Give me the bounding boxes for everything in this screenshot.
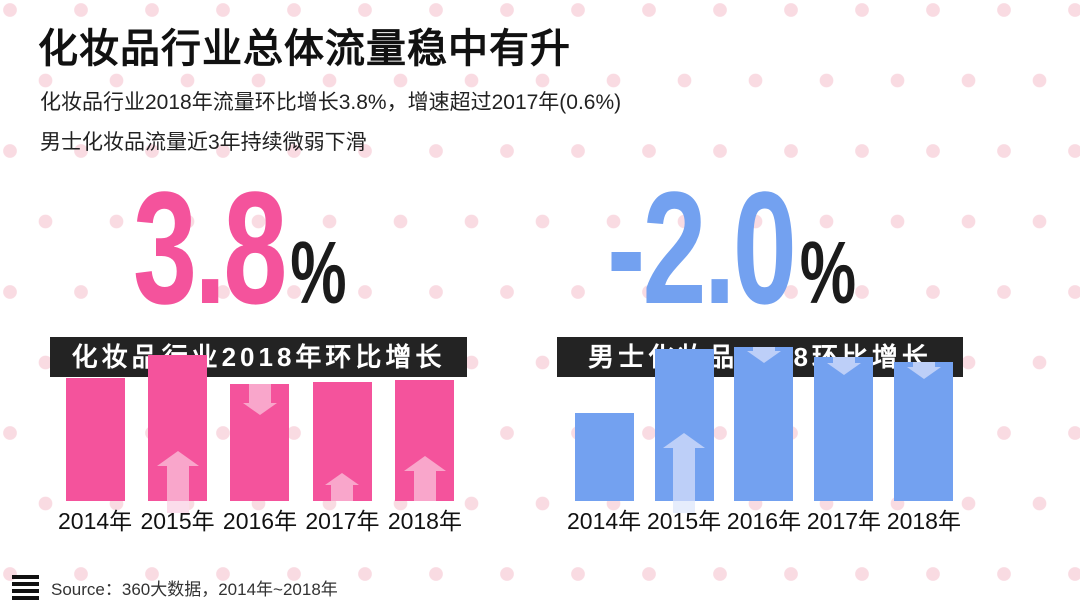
down-arrow-icon (826, 357, 861, 375)
industry-bar-chart: 2014年 2015年 2016年 2017年 2018年 (50, 355, 470, 534)
mens-growth-unit: % (799, 223, 857, 322)
bar (65, 378, 125, 501)
bar-column-2016年: 2016年 (727, 347, 801, 533)
year-label: 2016年 (726, 508, 802, 534)
bar (654, 349, 714, 513)
up-arrow-icon (156, 451, 199, 513)
mens-growth-value: -2.0 (607, 158, 797, 337)
subtitle-line-2: 男士化妆品流量近3年持续微弱下滑 (40, 131, 367, 154)
year-label: 2017年 (806, 508, 882, 534)
year-label: 2016年 (222, 508, 298, 534)
down-arrow-icon (746, 347, 781, 363)
down-arrow-icon (906, 362, 941, 379)
bar (734, 347, 794, 501)
bar-column-2017年: 2017年 (807, 357, 881, 533)
bar (230, 384, 290, 501)
page-title: 化妆品行业总体流量稳中有升 (38, 27, 571, 71)
bar (814, 357, 874, 501)
year-label: 2015年 (646, 508, 722, 534)
industry-growth-value: 3.8 (133, 158, 287, 337)
bar-column-2014年: 2014年 (567, 413, 641, 533)
up-arrow-icon (403, 456, 446, 501)
bar-column-2015年: 2015年 (647, 349, 721, 533)
year-label: 2014年 (58, 508, 133, 534)
bar-column-2018年: 2018年 (388, 380, 462, 533)
subtitle-line-1: 化妆品行业2018年流量环比增长3.8%，增速超过2017年(0.6%) (40, 91, 622, 114)
bar (894, 362, 954, 501)
bar-column-2018年: 2018年 (887, 362, 961, 533)
bar (574, 413, 634, 501)
bar (312, 382, 372, 501)
mens-bar-chart: 2014年 2015年 2016年 2017年 2018年 (557, 347, 971, 533)
up-arrow-icon (663, 433, 706, 513)
bar-column-2017年: 2017年 (305, 382, 380, 534)
bar-column-2014年: 2014年 (58, 378, 132, 533)
industry-growth-stat: 3.8 % (133, 168, 347, 328)
year-label: 2017年 (305, 508, 380, 534)
bar (148, 355, 208, 513)
year-label: 2018年 (886, 508, 961, 534)
year-label: 2014年 (567, 508, 642, 534)
bar-column-2015年: 2015年 (140, 355, 215, 534)
year-label: 2015年 (140, 508, 215, 534)
bar-column-2016年: 2016年 (223, 384, 297, 533)
industry-chart-title: 化妆品行业2018年环比增长 (50, 337, 467, 377)
source-note: Source：360大数据，2014年~2018年 (12, 575, 338, 600)
industry-growth-unit: % (290, 223, 347, 322)
year-label: 2018年 (387, 508, 462, 534)
down-arrow-icon (242, 384, 277, 415)
mens-growth-stat: -2.0 % (607, 168, 856, 328)
up-arrow-icon (325, 473, 360, 501)
bar (395, 380, 455, 501)
source-text: Source：360大数据，2014年~2018年 (51, 580, 338, 599)
list-icon (12, 575, 39, 600)
